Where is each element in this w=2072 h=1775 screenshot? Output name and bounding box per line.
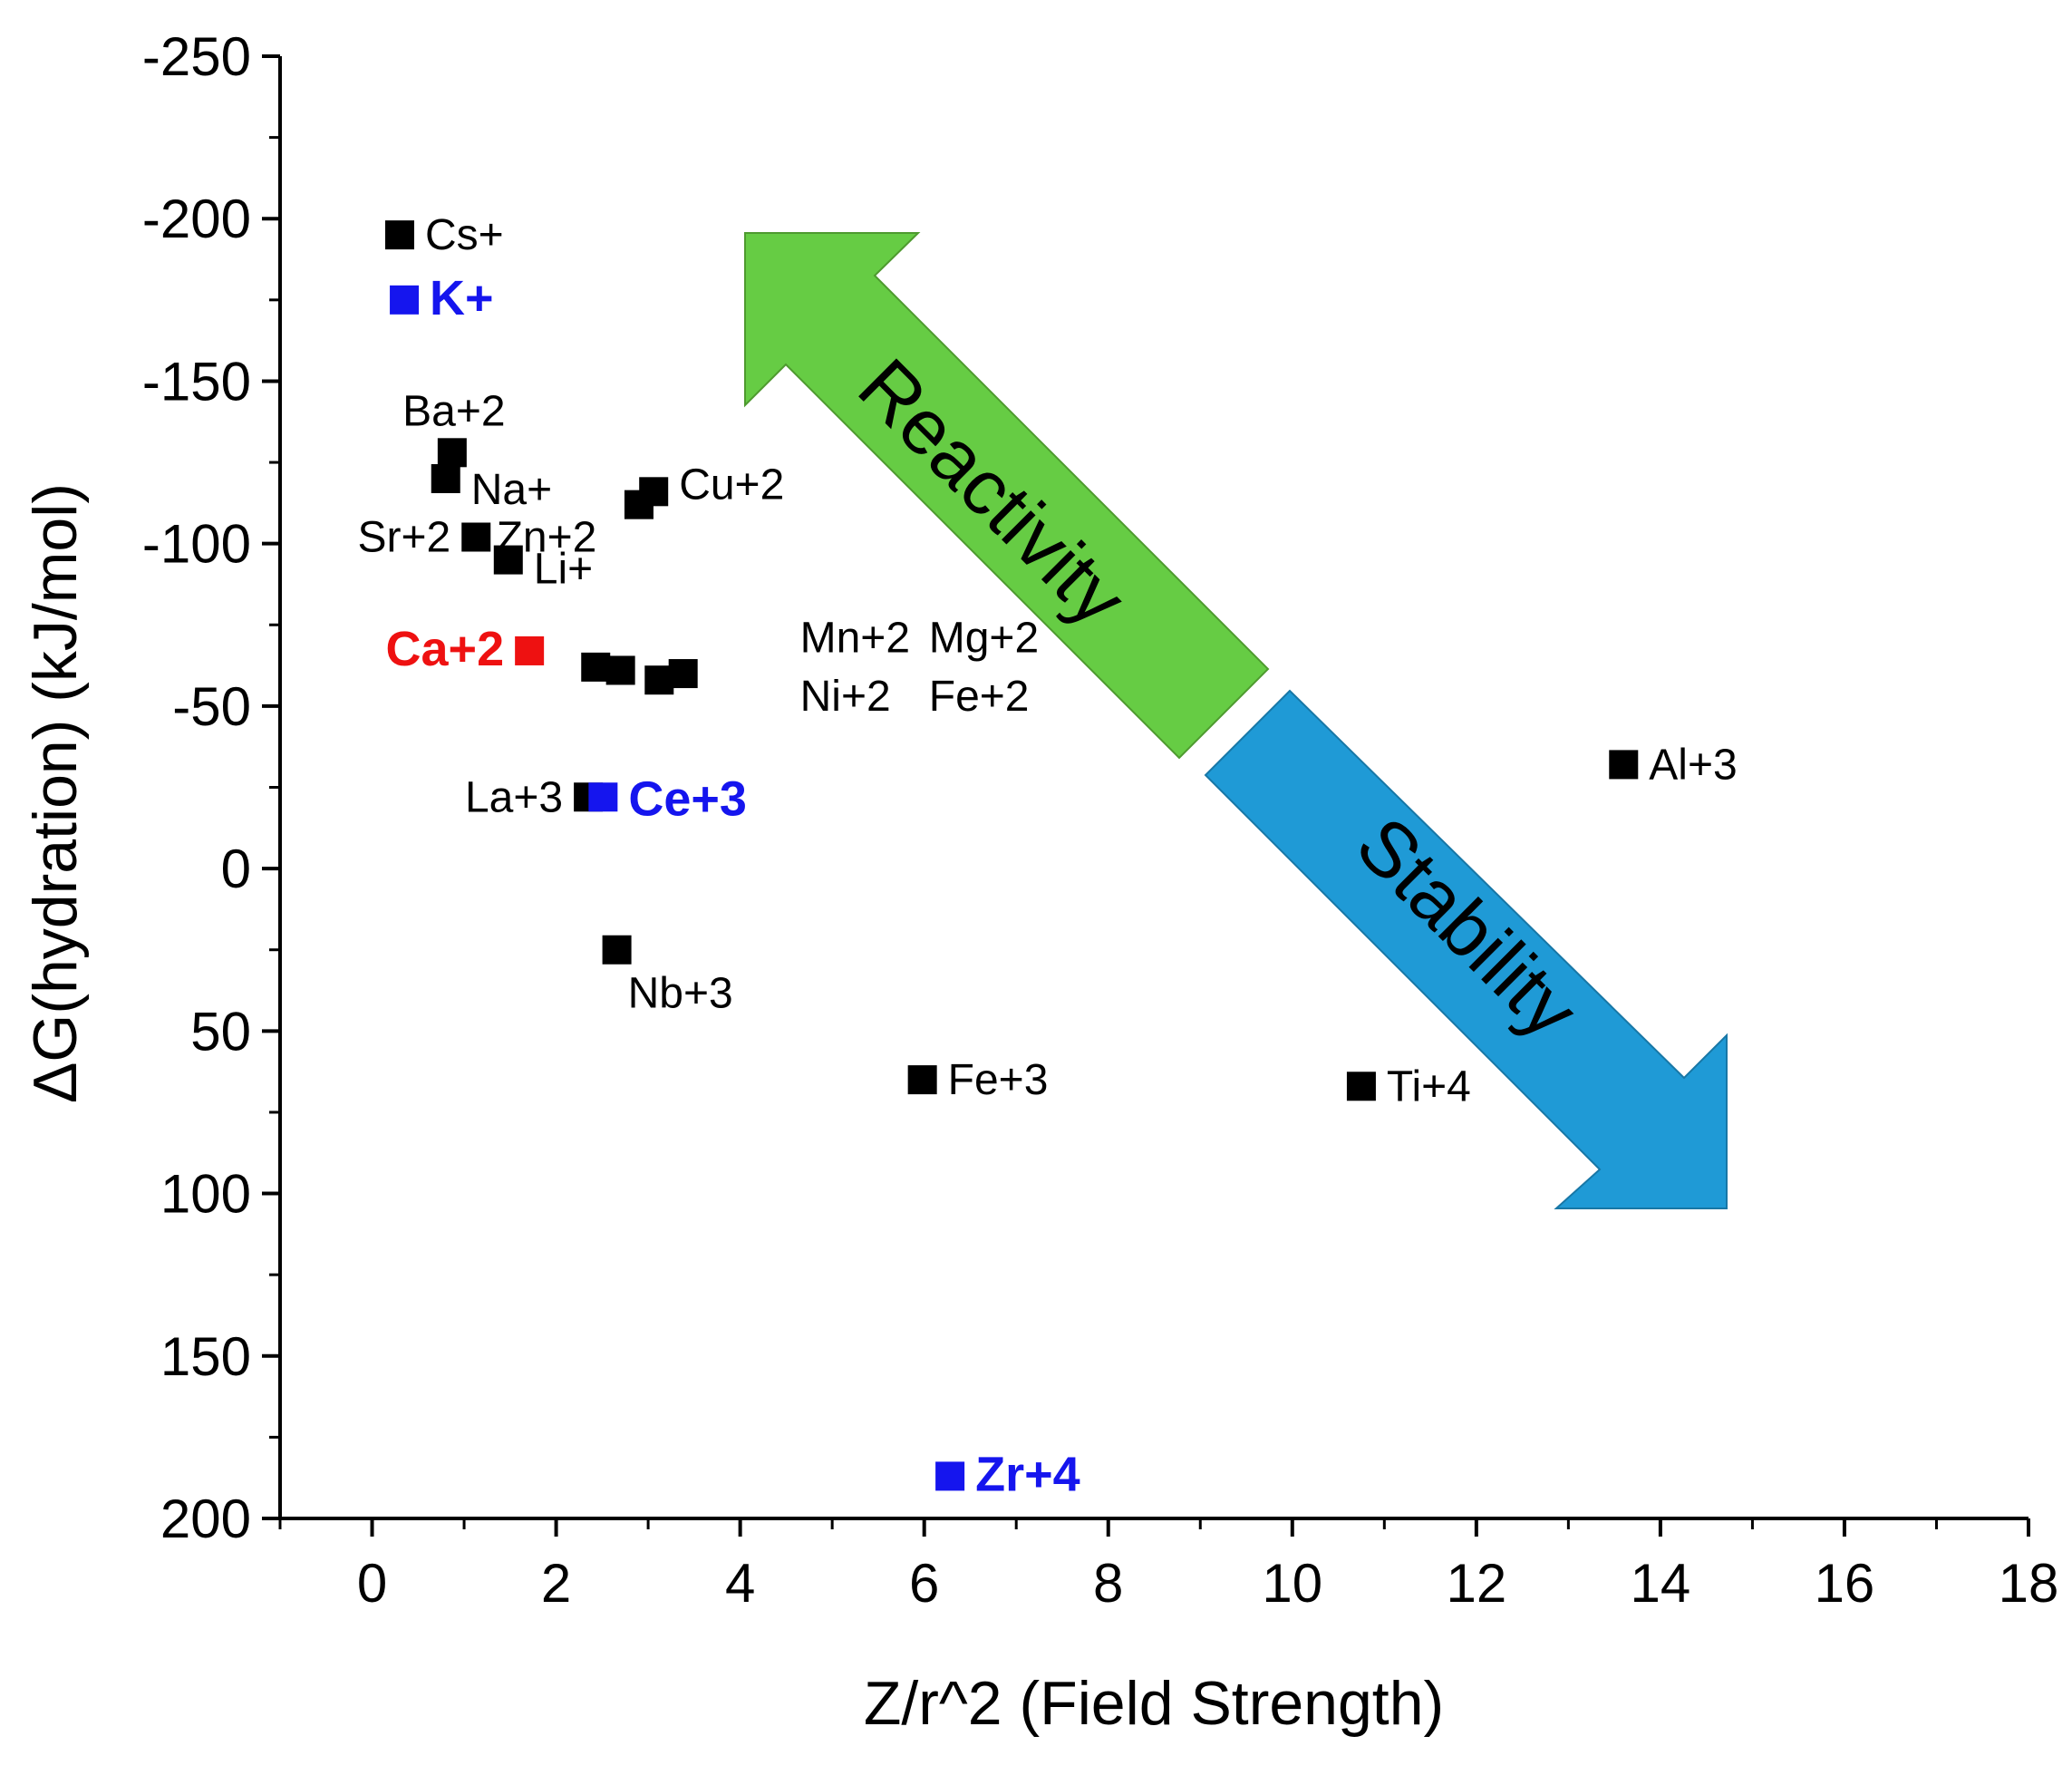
y-tick-label: 200 (160, 1489, 251, 1549)
y-axis-title: ΔG(hydration) (kJ/mol) (21, 483, 90, 1103)
point-label: Al+3 (1649, 741, 1737, 789)
point-label: Ca+2 (386, 622, 505, 676)
point-label: Ti+4 (1387, 1062, 1471, 1111)
point-label: Ba+2 (402, 387, 505, 435)
data-point-k-plus- (390, 285, 420, 315)
x-tick-label: 6 (909, 1553, 939, 1614)
point-label: Ce+3 (628, 771, 747, 826)
y-tick-label: 50 (190, 1001, 251, 1062)
x-tick-label: 4 (725, 1553, 755, 1614)
data-point-ti-plus-4 (1346, 1072, 1376, 1101)
data-point-fe-plus-2 (668, 659, 698, 689)
point-label: Na+ (471, 466, 552, 514)
point-label: Nb+3 (628, 970, 733, 1018)
data-point-sr-plus-2 (461, 522, 491, 552)
point-label: Sr+2 (358, 513, 451, 561)
data-points: Cs+ K+ Ba+2 Na+ Sr+2 Li+ Ca+2 Cu+2 Zn+2 Mn+2 Ni+2 M… (358, 211, 1738, 1501)
reactivity-arrow-shape (744, 232, 1270, 760)
y-tick-label: -200 (142, 189, 251, 249)
y-tick-label: -150 (142, 351, 251, 412)
data-point-na-plus- (431, 463, 460, 493)
y-tick-label: -250 (142, 26, 251, 87)
x-tick-label: 12 (1446, 1553, 1506, 1614)
y-tick-label: 100 (160, 1164, 251, 1225)
point-label: Mn+2 (800, 615, 910, 663)
y-tick-label: 150 (160, 1326, 251, 1387)
point-label: La+3 (465, 773, 563, 821)
data-point-ni-plus-2 (605, 655, 635, 685)
point-label: K+ (430, 271, 494, 325)
point-label: Mg+2 (929, 615, 1039, 663)
point-label: Ni+2 (800, 673, 891, 721)
point-label: Fe+3 (948, 1056, 1049, 1104)
data-point-ba-plus-2 (437, 438, 467, 468)
y-tick-label: -100 (142, 514, 251, 575)
x-tick-label: 2 (541, 1553, 571, 1614)
y-tick-label: -50 (172, 676, 251, 737)
x-tick-label: 10 (1262, 1553, 1322, 1614)
point-label: Cu+2 (679, 461, 784, 509)
data-point-zr-plus-4 (935, 1461, 965, 1491)
stability-arrow-shape (1204, 689, 1728, 1209)
ticks: 0 2 4 6 8 10 12 14 16 18 -250 -200 -150 -100 -50 0 50 100… (142, 26, 2058, 1614)
data-point-mn-plus-2 (581, 652, 611, 682)
data-point-ca-plus-2 (515, 635, 545, 665)
data-point-al-plus-3 (1609, 750, 1639, 780)
x-tick-label: 14 (1631, 1553, 1691, 1614)
data-point-cs-plus- (384, 220, 414, 250)
data-point-ce-plus-3 (588, 782, 618, 812)
point-label: Zn+2 (497, 513, 597, 561)
x-axis-title: Z/r^2 (Field Strength) (864, 1669, 1444, 1738)
x-tick-label: 8 (1093, 1553, 1123, 1614)
x-tick-label: 18 (1999, 1553, 2059, 1614)
reactivity-label: Reactivity (842, 343, 1142, 643)
data-point-fe-plus-3 (907, 1065, 937, 1095)
point-label: Fe+2 (929, 673, 1030, 721)
x-tick-label: 0 (357, 1553, 387, 1614)
data-point-li-plus- (493, 545, 523, 575)
point-label: Li+ (534, 546, 593, 594)
point-label: Cs+ (425, 211, 504, 259)
data-point-zn-plus-2 (624, 490, 654, 519)
data-point-nb-plus-3 (602, 935, 632, 965)
x-tick-label: 16 (1815, 1553, 1875, 1614)
point-label: Zr+4 (975, 1447, 1080, 1501)
y-tick-label: 0 (221, 839, 251, 899)
